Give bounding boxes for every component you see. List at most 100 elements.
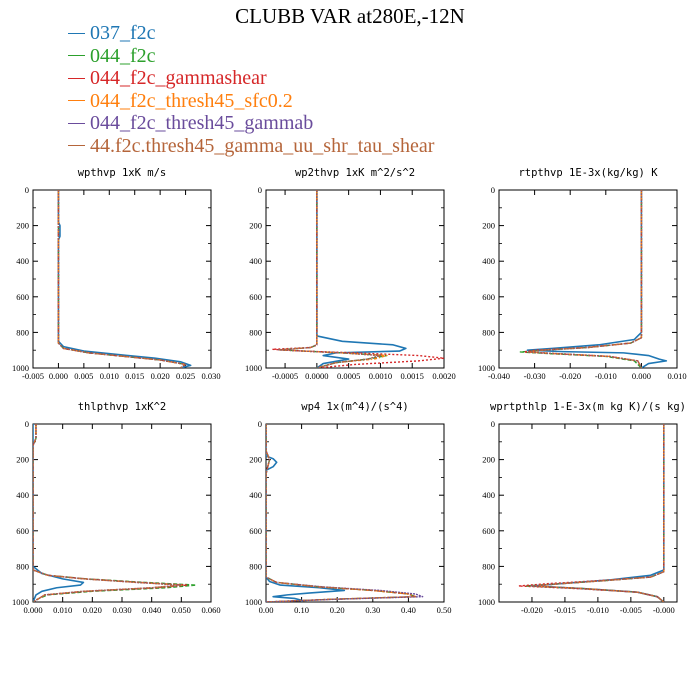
chart-panel: wpthvp 1xK m/s 0 200 400 600 800 1000-0.005 0.0…	[12, 167, 221, 381]
series-line	[33, 424, 197, 602]
x-tick-label: -0.000	[653, 605, 675, 615]
legend-label: 044_f2c	[90, 44, 156, 67]
series-line	[266, 424, 417, 602]
x-tick-label: 0.000	[49, 371, 68, 381]
y-tick-label: 400	[16, 490, 29, 500]
x-tick-label: 0.060	[201, 605, 220, 615]
x-tick-label: 0.010	[667, 371, 686, 381]
chart-title: thlpthvp 1xK^2	[78, 401, 167, 413]
legend-swatch	[68, 77, 85, 79]
series-line	[278, 190, 388, 368]
y-tick-label: 800	[249, 561, 262, 571]
series-line	[33, 424, 85, 602]
x-tick-label: 0.0015	[401, 371, 424, 381]
legend-swatch	[68, 122, 85, 124]
series-line	[278, 190, 388, 368]
x-tick-label: 0.20	[330, 605, 345, 615]
series-line	[33, 424, 188, 602]
series-line	[526, 190, 668, 368]
legend-label: 037_f2c	[90, 22, 156, 45]
x-tick-label: 0.40	[401, 605, 416, 615]
x-tick-label: 0.010	[53, 605, 72, 615]
x-tick-label: 0.50	[437, 605, 452, 615]
y-tick-label: 0	[491, 419, 495, 429]
legend-label: 044_f2c_thresh45_gammab	[90, 112, 314, 135]
x-tick-label: 0.0020	[432, 371, 455, 381]
x-tick-label: 0.0000	[305, 371, 328, 381]
chart-panel: rtpthvp 1E-3x(kg/kg) K02004006008001000-…	[478, 167, 687, 381]
series-line	[57, 190, 187, 368]
series-line	[531, 424, 665, 602]
plot-frame	[32, 423, 212, 603]
series-line	[278, 190, 382, 368]
legend-item: 037_f2c	[68, 22, 434, 45]
series-line	[57, 190, 187, 368]
chart-title: wp4 1x(m^4)/(s^4)	[301, 401, 408, 413]
plot-frame	[498, 189, 678, 369]
series-line	[266, 424, 346, 602]
y-tick-label: 200	[249, 455, 262, 465]
y-tick-label: 400	[249, 490, 262, 500]
chart-title: wp2thvp 1xK m^2/s^2	[295, 167, 415, 179]
legend-swatch	[68, 100, 85, 102]
chart-title: rtpthvp 1E-3x(kg/kg) K	[518, 167, 658, 179]
plot-frame	[265, 423, 445, 603]
series-line	[57, 190, 187, 368]
legend-label: 44.f2c.thresh45_gamma_uu_shr_tau_shear	[90, 134, 435, 157]
y-tick-label: 0	[491, 185, 495, 195]
plot-frame	[32, 189, 212, 369]
x-tick-label: -0.030	[524, 371, 546, 381]
x-tick-label: 0.10	[294, 605, 309, 615]
y-tick-label: 200	[482, 221, 495, 231]
y-tick-label: 800	[16, 561, 29, 571]
y-tick-label: 600	[482, 292, 495, 302]
series-line	[57, 190, 187, 368]
y-tick-label: 800	[482, 327, 495, 337]
y-tick-label: 1000	[12, 597, 29, 607]
x-tick-label: 0.010	[100, 371, 119, 381]
x-tick-label: 0.030	[201, 371, 220, 381]
x-tick-label: -0.040	[488, 371, 510, 381]
series-line	[526, 190, 643, 368]
legend-item: 044_f2c_gammashear	[68, 67, 434, 90]
x-tick-label: 0.000	[23, 605, 42, 615]
x-tick-label: 0.020	[83, 605, 102, 615]
x-tick-label: -0.010	[595, 371, 617, 381]
y-tick-label: 0	[25, 185, 29, 195]
y-tick-label: 600	[249, 526, 262, 536]
y-tick-label: 400	[249, 256, 262, 266]
x-tick-label: -0.020	[559, 371, 581, 381]
legend-swatch	[68, 145, 85, 147]
y-tick-label: 1000	[478, 597, 495, 607]
y-tick-label: 200	[16, 455, 29, 465]
x-tick-label: 0.0005	[337, 371, 360, 381]
y-tick-label: 1000	[245, 597, 262, 607]
y-tick-label: 1000	[12, 363, 29, 373]
x-tick-label: 0.30	[365, 605, 380, 615]
legend-label: 044_f2c_thresh45_sfc0.2	[90, 89, 293, 112]
series-line	[271, 190, 444, 368]
series-line	[316, 190, 407, 368]
y-tick-label: 800	[249, 327, 262, 337]
series-line	[33, 424, 183, 602]
x-tick-label: 0.000	[632, 371, 651, 381]
chart-panel: wprtpthlp 1-E-3x(m kg K)/(s kg) 0 200 400 60…	[478, 401, 686, 615]
x-tick-label: -0.020	[521, 605, 543, 615]
series-line	[278, 190, 382, 368]
y-tick-label: 800	[482, 561, 495, 571]
legend-swatch	[68, 32, 85, 34]
x-tick-label: -0.005	[620, 605, 642, 615]
legend-label: 044_f2c_gammashear	[90, 67, 267, 90]
series-line	[266, 424, 424, 602]
x-tick-label: -0.0005	[272, 371, 298, 381]
y-tick-label: 400	[482, 256, 495, 266]
x-tick-label: 0.050	[172, 605, 191, 615]
series-line	[531, 424, 665, 602]
series-line	[57, 190, 187, 368]
plot-frame	[265, 189, 445, 369]
chart-panel: wp2thvp 1xK m^2/s^2 0 200 400 600 800 1000 -0.0…	[245, 167, 456, 381]
y-tick-label: 600	[16, 292, 29, 302]
y-tick-label: 400	[482, 490, 495, 500]
